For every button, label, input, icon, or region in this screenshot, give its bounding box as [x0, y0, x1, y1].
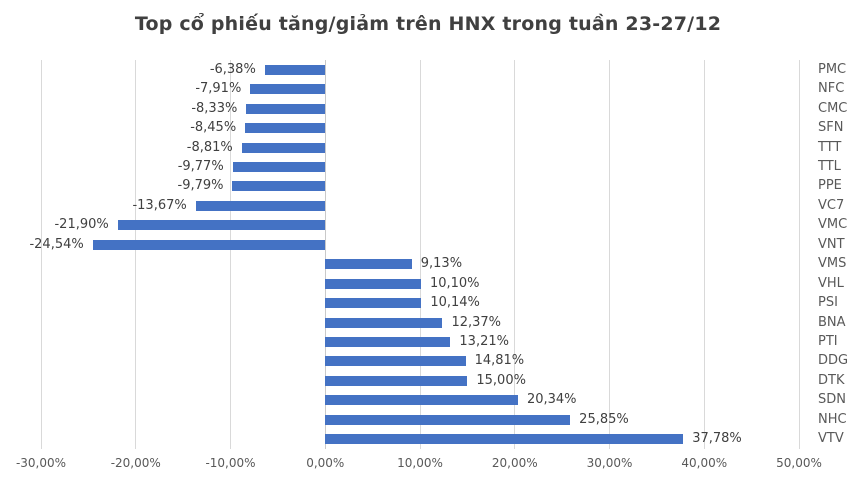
- gridline: [419, 60, 421, 449]
- data-label-sdn: 20,34%: [526, 392, 577, 408]
- category-label-psi: PSI: [818, 295, 838, 311]
- plot-area: -6,38% -7,91% -8,33% -8,45% -8,81% -9,77% -9,7…: [29, 60, 800, 449]
- data-label-vtv: 37,78%: [692, 431, 742, 447]
- bar-vmc: [117, 220, 326, 231]
- gridline: [514, 60, 516, 449]
- bar-dtk: [325, 375, 468, 386]
- gridline: [40, 60, 42, 449]
- bar-sfn: [245, 123, 326, 134]
- x-axis-tick-label: -30,00%: [15, 456, 67, 470]
- bar-sdn: [325, 395, 518, 406]
- category-label-ttl: TTL: [818, 158, 841, 174]
- x-axis-tick-label: -20,00%: [110, 456, 161, 470]
- data-label-vhl: 10,10%: [429, 275, 480, 291]
- bar-ttt: [241, 142, 326, 153]
- x-axis-tick-label: 20,00%: [491, 456, 538, 470]
- bar-vhl: [325, 278, 421, 289]
- category-label-vms: VMS: [818, 256, 847, 272]
- data-label-vnt: -24,54%: [29, 236, 84, 252]
- bar-vtv: [325, 434, 684, 445]
- category-label-nfc: NFC: [818, 81, 845, 97]
- category-label-vc7: VC7: [818, 197, 845, 213]
- x-axis-tick-label: 10,00%: [397, 456, 443, 470]
- data-label-ttt: -8,81%: [186, 139, 233, 155]
- bar-ddg: [325, 356, 466, 367]
- data-label-dtk: 15,00%: [476, 372, 526, 388]
- data-label-pti: 13,21%: [459, 334, 509, 350]
- category-label-vnt: VNT: [818, 236, 845, 252]
- bar-pti: [325, 337, 451, 348]
- data-label-pmc: -6,38%: [209, 61, 256, 77]
- data-label-vc7: -13,67%: [132, 197, 187, 213]
- x-axis-tick-label: 50,00%: [776, 456, 822, 470]
- category-label-vmc: VMC: [818, 217, 848, 233]
- data-label-cmc: -8,33%: [191, 100, 238, 116]
- data-label-vmc: -21,90%: [54, 217, 109, 233]
- data-label-ppe: -9,79%: [177, 178, 224, 194]
- gridline: [135, 60, 137, 449]
- bar-pmc: [264, 64, 326, 75]
- bar-nhc: [325, 414, 571, 425]
- gridline: [703, 60, 705, 449]
- x-axis-tick-label: 40,00%: [681, 456, 728, 470]
- category-label-pti: PTI: [818, 334, 838, 350]
- data-label-ddg: 14,81%: [474, 353, 525, 369]
- category-label-bna: BNA: [818, 314, 846, 330]
- bar-vnt: [92, 239, 326, 250]
- zero-axis-line: [324, 60, 326, 449]
- category-label-vhl: VHL: [818, 275, 844, 291]
- x-axis-tick-label: 30,00%: [586, 456, 633, 470]
- gridline: [609, 60, 610, 449]
- gridline: [230, 60, 231, 449]
- data-label-sfn: -8,45%: [190, 120, 237, 136]
- category-label-ppe: PPE: [818, 178, 842, 194]
- bar-ppe: [232, 181, 326, 192]
- category-label-dtk: DTK: [818, 372, 845, 388]
- category-label-vtv: VTV: [818, 431, 844, 447]
- gridline: [798, 60, 800, 449]
- category-label-pmc: PMC: [818, 61, 847, 77]
- category-label-ddg: DDG: [818, 353, 849, 369]
- bar-vc7: [195, 200, 326, 211]
- chart-title: Top cổ phiếu tăng/giảm trên HNX trong tu…: [134, 13, 722, 35]
- data-label-ttl: -9,77%: [177, 158, 224, 174]
- bar-bna: [325, 317, 443, 328]
- category-label-ttt: TTT: [818, 139, 842, 155]
- bar-vms: [325, 259, 412, 270]
- category-label-sfn: SFN: [818, 120, 844, 136]
- data-label-nfc: -7,91%: [195, 81, 242, 97]
- bar-cmc: [246, 103, 326, 114]
- bar-nfc: [250, 84, 326, 95]
- data-label-bna: 12,37%: [451, 314, 502, 330]
- bar-psi: [325, 298, 422, 309]
- bar-ttl: [232, 161, 326, 172]
- data-label-vms: 9,13%: [420, 256, 463, 272]
- x-axis-tick-label: 0,00%: [306, 456, 345, 470]
- x-axis-tick-label: -10,00%: [205, 456, 256, 470]
- data-label-nhc: 25,85%: [579, 411, 629, 427]
- category-label-nhc: NHC: [818, 411, 847, 427]
- category-label-sdn: SDN: [818, 392, 846, 408]
- data-label-psi: 10,14%: [430, 295, 480, 311]
- category-label-cmc: CMC: [818, 100, 848, 116]
